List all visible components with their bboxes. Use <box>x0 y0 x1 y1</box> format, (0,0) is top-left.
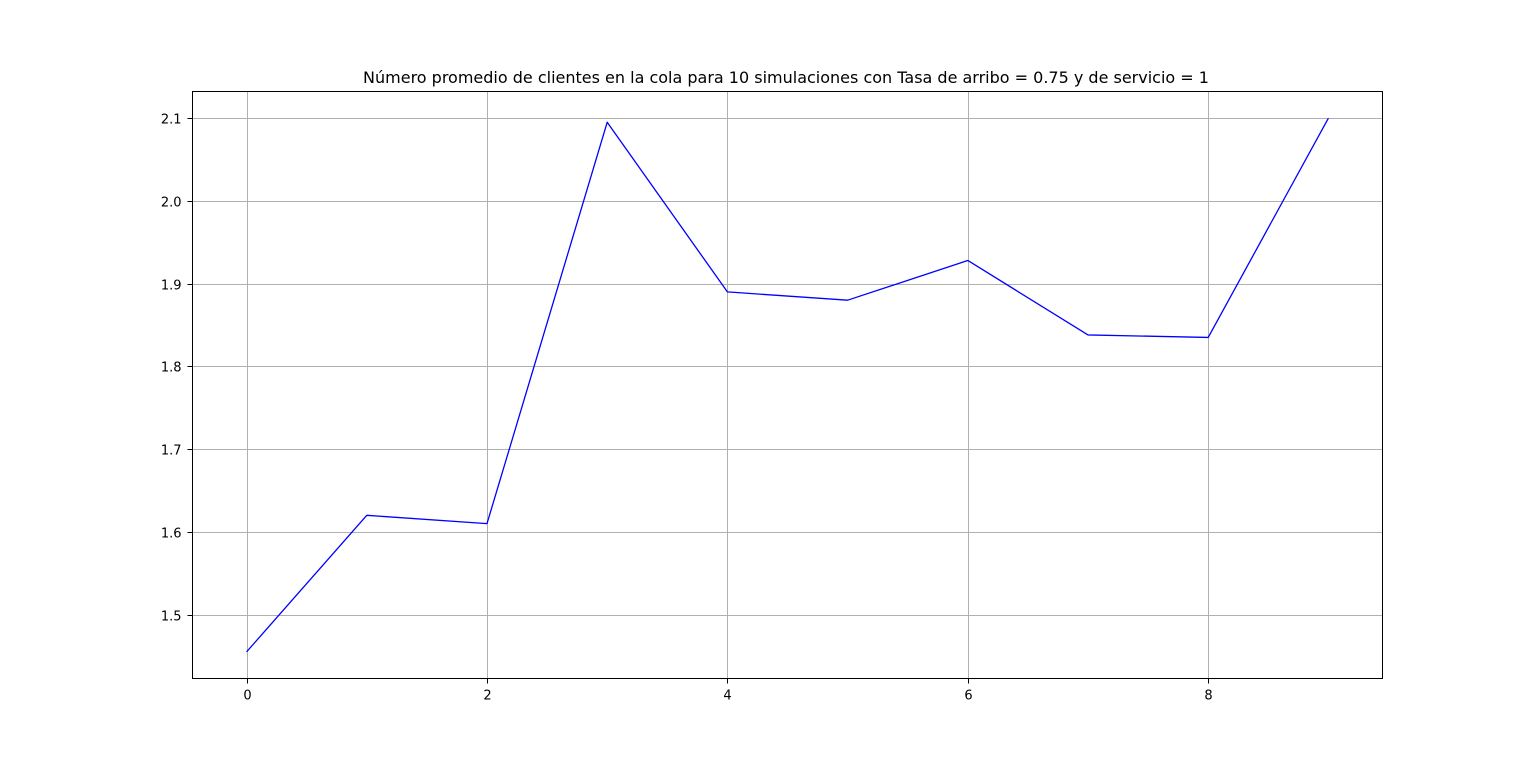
data-point <box>1086 332 1091 337</box>
series-lines <box>244 116 1331 654</box>
data-point <box>244 649 249 654</box>
data-point <box>364 513 369 518</box>
y-tick-label: 2.1 <box>161 113 182 128</box>
data-point <box>725 289 730 294</box>
y-tick-label: 1.7 <box>161 444 182 459</box>
data-point <box>605 120 610 125</box>
plot-area-frame <box>192 91 1383 679</box>
data-point <box>845 298 850 303</box>
x-tick-label: 8 <box>1204 689 1212 704</box>
data-point <box>484 521 489 526</box>
x-tick-label: 4 <box>723 689 731 704</box>
grid-lines <box>192 91 1383 679</box>
x-tick-label: 2 <box>483 689 491 704</box>
chart-title: Número promedio de clientes en la cola p… <box>363 68 1209 87</box>
y-tick-label: 1.8 <box>161 361 182 376</box>
y-tick-label: 1.5 <box>161 610 182 625</box>
data-point <box>1206 335 1211 340</box>
y-tick-label: 1.6 <box>161 527 182 542</box>
x-axis: 0 2 4 6 8 <box>243 678 1213 704</box>
series-line <box>246 117 1329 653</box>
y-tick-label: 1.9 <box>161 279 182 294</box>
x-tick-label: 6 <box>964 689 972 704</box>
y-tick-label: 2.0 <box>161 196 182 211</box>
data-point <box>965 258 970 263</box>
y-axis: 1.5 1.6 1.7 1.8 1.9 2.0 2.1 <box>161 113 193 625</box>
x-tick-label: 0 <box>243 689 251 704</box>
data-point <box>1326 116 1331 121</box>
